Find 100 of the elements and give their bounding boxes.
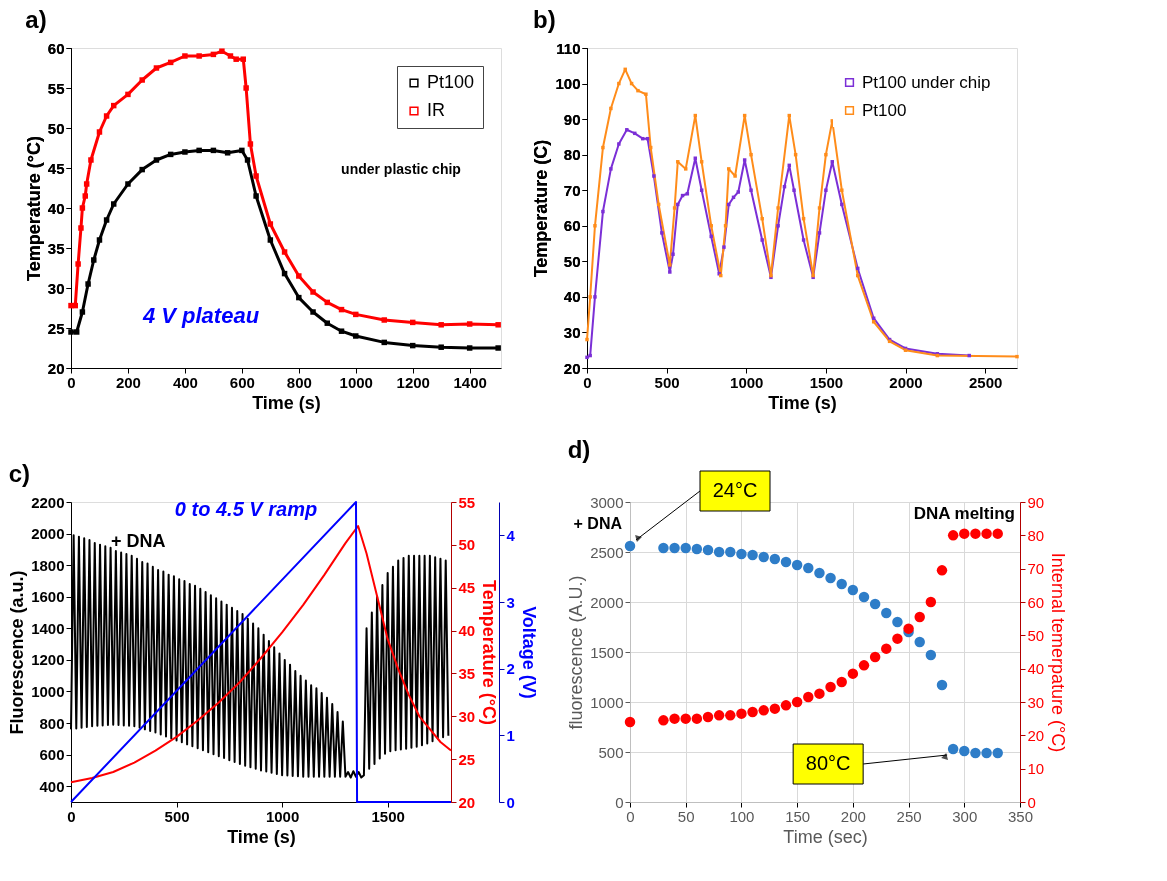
y2-tick-label: 25 xyxy=(458,750,476,768)
y3-axis-title: Voltage (V) xyxy=(518,606,539,699)
y2-tick-label: 30 xyxy=(458,707,476,725)
y2-tick-label: 80 xyxy=(1027,526,1045,544)
y2-tick-label: 40 xyxy=(1027,660,1045,678)
y-tick-label: 60 xyxy=(47,39,65,57)
y-tick-label: 1000 xyxy=(590,693,624,711)
y-tick-label: 1600 xyxy=(31,588,65,606)
y-tick-label: 1800 xyxy=(31,556,65,574)
x-tick-label: 1500 xyxy=(371,807,405,825)
chart-title: b) xyxy=(532,6,556,33)
y-tick-label: 30 xyxy=(47,279,65,297)
y-tick-label: 20 xyxy=(563,359,581,377)
y-tick-label: 110 xyxy=(556,39,581,57)
y-tick-label: 2000 xyxy=(590,593,624,611)
x-tick-label: 150 xyxy=(785,807,811,825)
x-tick-label: 1000 xyxy=(339,373,373,391)
y2-tick-label: 35 xyxy=(458,664,476,682)
x-tick-label: 0 xyxy=(67,807,76,825)
y2-tick-label: 90 xyxy=(1027,493,1045,511)
y-tick-label: 1500 xyxy=(590,643,624,661)
annotation: 4 V plateau xyxy=(141,303,260,328)
annotation: DNA melting xyxy=(913,504,1015,523)
y-tick-label: 30 xyxy=(563,323,581,341)
x-tick-label: 1000 xyxy=(265,807,300,825)
y2-tick-label: 20 xyxy=(1027,726,1045,744)
x-axis-title: Time (sec) xyxy=(783,826,868,847)
y-tick-label: 80 xyxy=(563,146,581,164)
y2-tick-label: 50 xyxy=(1027,626,1045,644)
x-tick-label: 2000 xyxy=(889,373,923,391)
x-tick-label: 600 xyxy=(229,373,255,391)
y-tick-label: 20 xyxy=(47,359,65,377)
y3-tick-label: 4 xyxy=(506,526,516,544)
y-tick-label: 0 xyxy=(615,793,624,811)
y2-axis-title: Internal temerpature (°C) xyxy=(1048,552,1069,753)
y-tick-label: 55 xyxy=(47,79,65,97)
y-tick-label: 1200 xyxy=(31,651,65,669)
x-axis-title: Time (s) xyxy=(252,392,321,413)
x-tick-label: 100 xyxy=(729,807,755,825)
y-axis-title: Fluorescence (a.u.) xyxy=(7,570,28,735)
y-tick-label: 500 xyxy=(598,743,624,761)
y-tick-label: 800 xyxy=(39,714,65,732)
y-tick-label: 25 xyxy=(47,319,65,337)
y-tick-label: 40 xyxy=(47,199,65,217)
y-tick-label: 600 xyxy=(39,746,65,764)
x-tick-label: 500 xyxy=(654,373,680,391)
x-tick-label: 500 xyxy=(164,807,190,825)
legend-label: Pt100 xyxy=(427,72,475,92)
x-tick-label: 1200 xyxy=(396,373,430,391)
y2-tick-label: 60 xyxy=(1027,593,1045,611)
y-tick-label: 60 xyxy=(563,217,581,235)
y-tick-label: 3000 xyxy=(590,493,624,511)
y-tick-label: 2500 xyxy=(590,543,624,561)
annotation: 80°C xyxy=(805,752,851,774)
x-tick-label: 800 xyxy=(286,373,312,391)
y-axis-title: Temperature (C) xyxy=(531,139,552,278)
y-tick-label: 2000 xyxy=(31,525,65,543)
y2-axis-title: Temperature (°C) xyxy=(479,580,500,725)
y-tick-label: 1400 xyxy=(31,619,65,637)
chart-title: a) xyxy=(25,6,47,33)
y2-tick-label: 40 xyxy=(458,622,476,640)
y-tick-label: 2200 xyxy=(31,493,65,511)
y2-tick-label: 55 xyxy=(458,493,476,511)
y2-tick-label: 70 xyxy=(1027,560,1045,578)
y-tick-label: 90 xyxy=(563,110,581,128)
y-tick-label: 45 xyxy=(47,159,65,177)
x-axis-title: Time (s) xyxy=(227,826,296,847)
y-tick-label: 40 xyxy=(563,288,581,306)
y3-tick-label: 2 xyxy=(506,660,515,678)
legend-label: Pt100 xyxy=(862,100,907,120)
chart-title: c) xyxy=(8,460,30,487)
x-tick-label: 200 xyxy=(115,373,141,391)
x-tick-label: 250 xyxy=(896,807,922,825)
text: + DNA xyxy=(573,515,623,532)
x-tick-label: 300 xyxy=(952,807,978,825)
y-tick-label: 35 xyxy=(47,239,65,257)
legend-label: IR xyxy=(427,100,445,120)
legend-label: Pt100 under chip xyxy=(862,72,991,92)
x-tick-label: 1500 xyxy=(809,373,844,391)
y2-tick-label: 50 xyxy=(458,536,476,554)
y3-tick-label: 0 xyxy=(506,793,515,811)
y-axis-title: Temperature (°C) xyxy=(23,136,44,281)
chart-title: d) xyxy=(567,435,591,463)
x-tick-label: 200 xyxy=(840,807,866,825)
x-axis-title: Time (s) xyxy=(768,392,837,413)
x-tick-label: 1000 xyxy=(730,373,764,391)
y-tick-label: 50 xyxy=(563,252,581,270)
y3-tick-label: 3 xyxy=(506,593,515,611)
annotation: 24°C xyxy=(712,479,758,501)
x-tick-label: 0 xyxy=(67,373,76,391)
x-tick-label: 1400 xyxy=(453,373,487,391)
y-tick-label: 400 xyxy=(39,777,65,795)
y-tick-label: 100 xyxy=(555,75,581,93)
annotation: 0 to 4.5 V ramp xyxy=(174,498,318,520)
x-tick-label: 2500 xyxy=(968,373,1003,391)
annotation: under plastic chip xyxy=(341,161,461,177)
y2-tick-label: 30 xyxy=(1027,693,1045,711)
y-axis-title: fluorescence (A.U.) xyxy=(566,575,587,730)
y-tick-label: 50 xyxy=(47,119,65,137)
y2-tick-label: 20 xyxy=(458,793,476,811)
